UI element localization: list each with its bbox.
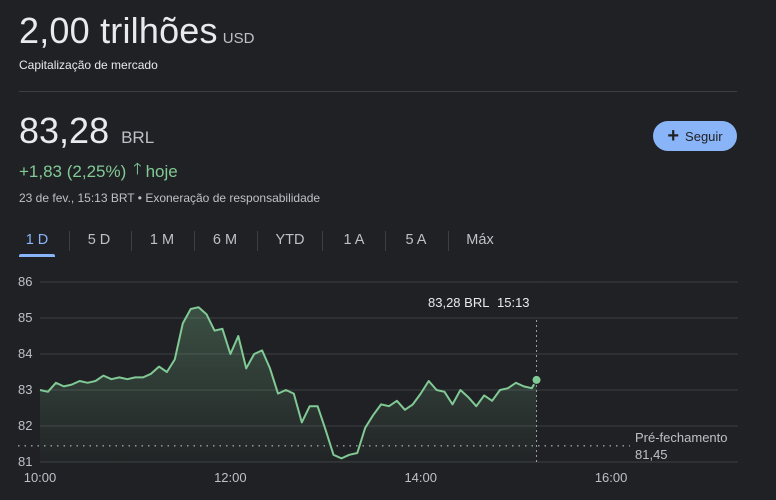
last-point-marker xyxy=(531,374,542,385)
tab-divider xyxy=(69,231,70,251)
change-value: +1,83 (2,25%) xyxy=(19,161,127,181)
tooltip-box xyxy=(418,286,540,318)
current-price: 83,28 xyxy=(19,110,110,151)
y-tick-label: 86 xyxy=(18,274,32,289)
tab-divider xyxy=(448,231,449,251)
tab-6m[interactable]: 6 M xyxy=(206,226,244,254)
price-line xyxy=(39,306,538,460)
y-tick-label: 83 xyxy=(18,382,32,397)
tab-label: 1 D xyxy=(25,232,49,248)
market-cap: 2,00 trilhões USD xyxy=(19,10,254,52)
tab-divider xyxy=(385,231,386,251)
meta-separator: • xyxy=(137,191,142,205)
y-tick-label: 85 xyxy=(18,310,32,325)
price-row: 83,28 BRL xyxy=(19,110,154,152)
section-divider xyxy=(19,91,737,92)
tab-label: 1 M xyxy=(149,232,175,248)
disclaimer-link[interactable]: Exoneração de responsabilidade xyxy=(145,191,321,205)
y-tick-label: 81 xyxy=(18,454,32,469)
market-cap-unit: USD xyxy=(222,30,255,47)
x-tick-label: 10:00 xyxy=(24,470,57,485)
change-period: hoje xyxy=(145,161,178,181)
tooltip-price: 83,28 BRL xyxy=(428,295,489,310)
quote-timestamp: 23 de fev., 15:13 BRT xyxy=(19,191,135,205)
tab-label: 1 A xyxy=(343,232,365,248)
previous-close-value: 81,45 xyxy=(635,447,668,462)
plus-icon: + xyxy=(667,125,680,147)
previous-close-label: Pré-fechamento xyxy=(635,430,728,445)
tab-label: 5 A xyxy=(405,232,427,248)
tab-1m[interactable]: 1 M xyxy=(144,226,180,254)
tab-1d[interactable]: 1 D xyxy=(19,226,55,257)
quote-meta: 23 de fev., 15:13 BRT • Exoneração de re… xyxy=(19,191,320,205)
tab-1a[interactable]: 1 A xyxy=(336,226,372,254)
tooltip-time: 15:13 xyxy=(497,295,530,310)
x-tick-label: 12:00 xyxy=(214,470,247,485)
price-change: +1,83 (2,25%) 🡑 hoje xyxy=(19,158,178,185)
arrow-up-icon: 🡑 xyxy=(133,161,142,178)
tab-label: Máx xyxy=(466,232,494,248)
tab-ytd[interactable]: YTD xyxy=(270,226,310,254)
tab-divider xyxy=(257,231,258,251)
tab-divider xyxy=(131,231,132,251)
y-tick-label: 84 xyxy=(18,346,32,361)
follow-button-label: Seguir xyxy=(685,128,723,144)
tab-label: 5 D xyxy=(87,232,111,248)
follow-button[interactable]: + Seguir xyxy=(653,121,737,151)
market-cap-value: 2,00 trilhões xyxy=(19,10,218,51)
tab-max[interactable]: Máx xyxy=(461,226,499,254)
tab-5d[interactable]: 5 D xyxy=(81,226,117,254)
y-tick-label: 82 xyxy=(18,418,32,433)
tab-label: 6 M xyxy=(212,232,238,248)
tab-5a[interactable]: 5 A xyxy=(398,226,434,254)
x-tick-label: 14:00 xyxy=(404,470,437,485)
tab-divider xyxy=(322,231,323,251)
tab-label: YTD xyxy=(275,232,305,248)
tab-divider xyxy=(194,231,195,251)
price-area xyxy=(40,307,537,462)
price-currency: BRL xyxy=(121,128,155,147)
market-cap-label: Capitalização de mercado xyxy=(19,58,158,72)
x-tick-label: 16:00 xyxy=(595,470,628,485)
